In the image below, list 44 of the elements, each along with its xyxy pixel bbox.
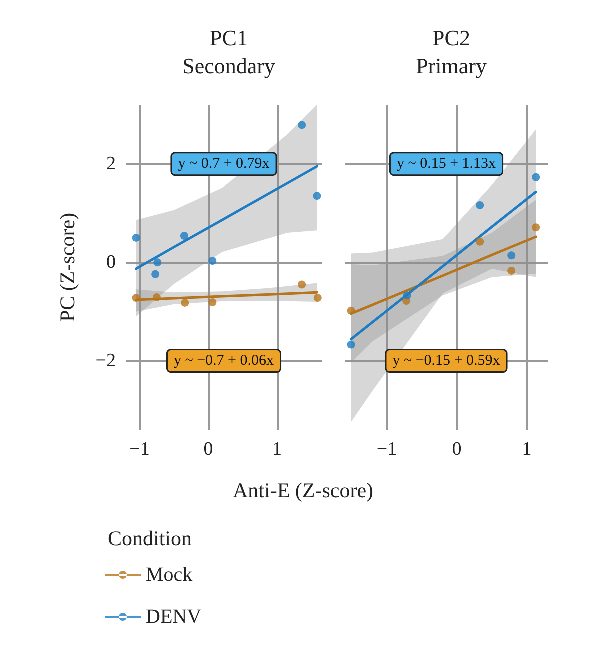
chart-title: PC2 [432, 26, 470, 50]
x-tick-label: 0 [204, 439, 214, 460]
annotation: y ~ 0.15 + 1.13x [396, 156, 497, 172]
point [132, 294, 140, 302]
x-tick-label: −1 [130, 439, 150, 460]
point [313, 192, 322, 200]
legend-title: Condition [108, 526, 193, 550]
x-tick-label: 1 [272, 439, 282, 460]
annotation: y ~ −0.15 + 0.59x [392, 353, 501, 370]
annotation: y ~ 0.7 + 0.79x [178, 156, 270, 172]
x-tick-label: 1 [522, 439, 532, 460]
y-tick-label: 0 [106, 252, 116, 274]
chart-subtitle: Primary [416, 54, 487, 78]
x-axis-title: Anti-E (Z-score) [233, 478, 374, 502]
point [132, 234, 140, 242]
point [180, 232, 188, 240]
point [508, 266, 516, 275]
y-axis-title: PC (Z-score) [56, 212, 80, 322]
point [181, 298, 190, 307]
point [347, 340, 356, 349]
y-tick-label: −2 [96, 350, 116, 372]
point [208, 257, 217, 266]
legend-label: DENV [146, 606, 202, 628]
point [476, 201, 484, 210]
point [314, 294, 322, 302]
point [208, 298, 217, 306]
x-tick-label: −1 [376, 439, 398, 460]
annotation: y ~ −0.7 + 0.06x [174, 353, 275, 370]
point [298, 280, 306, 289]
point [347, 306, 356, 315]
point [298, 121, 306, 130]
y-tick-label: 2 [106, 154, 116, 175]
chart-title: PC1 [210, 26, 248, 50]
point [403, 292, 412, 300]
point [154, 258, 162, 267]
chart-subtitle: Secondary [182, 54, 276, 78]
point [476, 238, 484, 246]
x-tick-label: 0 [452, 439, 462, 460]
point [152, 294, 161, 302]
point [532, 224, 540, 232]
point [152, 270, 160, 278]
point [508, 252, 516, 260]
point [532, 173, 540, 182]
legend-label: Mock [146, 564, 193, 586]
